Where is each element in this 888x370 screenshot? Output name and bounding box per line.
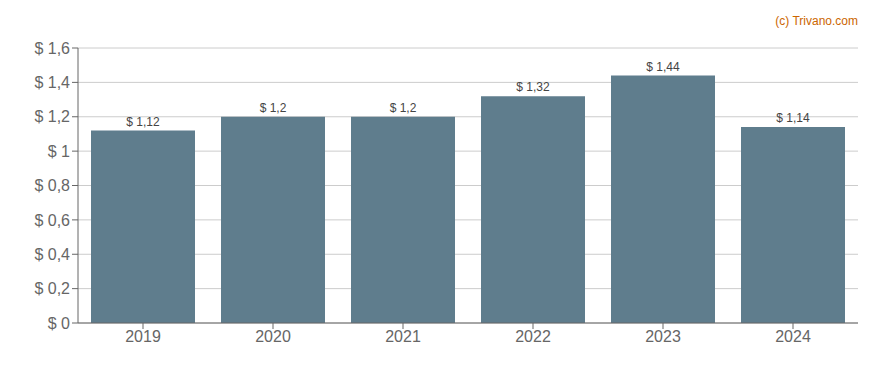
svg-text:$ 1,4: $ 1,4 xyxy=(34,74,70,91)
svg-text:$ 0,4: $ 0,4 xyxy=(34,246,70,263)
svg-text:2021: 2021 xyxy=(385,328,421,345)
svg-text:$ 1,44: $ 1,44 xyxy=(646,60,680,74)
svg-text:$ 1,14: $ 1,14 xyxy=(776,111,810,125)
svg-text:$ 0,8: $ 0,8 xyxy=(34,177,70,194)
svg-text:$ 1: $ 1 xyxy=(48,143,70,160)
svg-text:$ 0,2: $ 0,2 xyxy=(34,280,70,297)
svg-text:$ 1,2: $ 1,2 xyxy=(260,101,287,115)
svg-text:$ 1,2: $ 1,2 xyxy=(34,108,70,125)
svg-text:$ 1,2: $ 1,2 xyxy=(390,101,417,115)
svg-text:2022: 2022 xyxy=(515,328,551,345)
svg-text:2019: 2019 xyxy=(125,328,161,345)
svg-text:$ 1,32: $ 1,32 xyxy=(516,80,550,94)
svg-text:$ 1,12: $ 1,12 xyxy=(126,115,160,129)
svg-text:2024: 2024 xyxy=(775,328,811,345)
svg-text:$ 1,6: $ 1,6 xyxy=(34,40,70,57)
svg-text:2020: 2020 xyxy=(255,328,291,345)
svg-text:$ 0: $ 0 xyxy=(48,315,70,332)
svg-text:$ 0,6: $ 0,6 xyxy=(34,212,70,229)
svg-text:2023: 2023 xyxy=(645,328,681,345)
html-text:(c) Trivano.com: (c) Trivano.com xyxy=(775,14,858,28)
